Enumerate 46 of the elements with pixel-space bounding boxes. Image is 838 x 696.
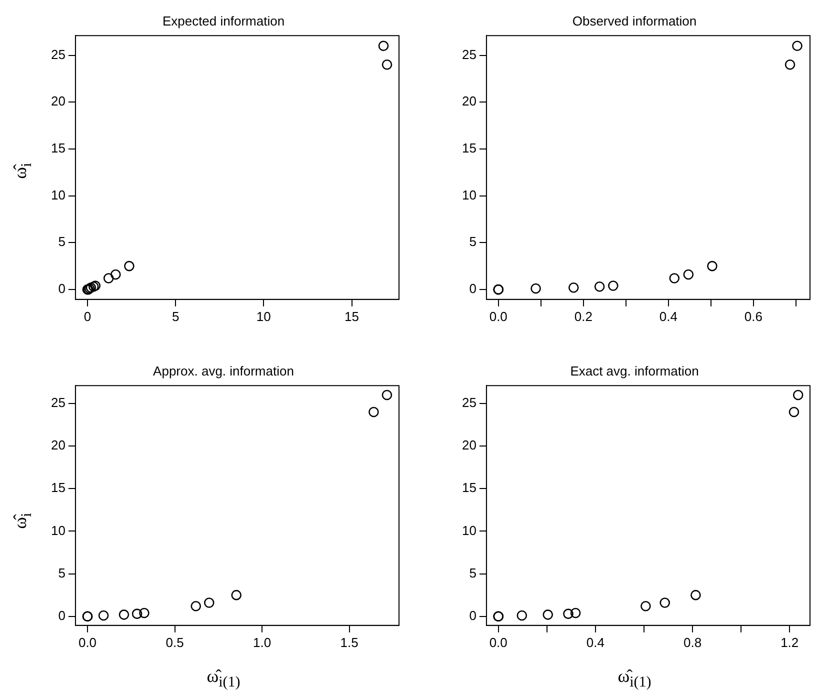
y-tick-label: 0	[469, 281, 476, 296]
x-tick-label: 0.2	[574, 308, 592, 324]
x-tick-label: 5	[172, 308, 180, 324]
y-tick-label: 0	[469, 608, 476, 623]
x-tick-label: 0.0	[489, 308, 508, 324]
y-tick-label: 25	[50, 395, 66, 410]
chart-title: Expected information	[162, 13, 285, 28]
y-tick-label: 0	[58, 608, 66, 623]
y-tick-label: 25	[462, 46, 476, 62]
y-tick-label: 5	[469, 234, 476, 250]
x-tick-label: 1.5	[340, 634, 358, 650]
x-tick-label: 15	[344, 308, 360, 324]
y-tick-label: 5	[58, 565, 66, 580]
y-tick-label: 20	[50, 94, 66, 109]
x-tick-label: 0.8	[683, 634, 702, 650]
x-tick-label: 0.6	[744, 308, 762, 324]
x-tick-label: 0.5	[166, 634, 184, 650]
y-tick-label: 25	[462, 395, 476, 410]
y-tick-label: 10	[462, 522, 476, 538]
y-tick-label: 20	[462, 438, 476, 453]
y-tick-label: 15	[462, 480, 476, 496]
y-tick-label: 15	[462, 140, 476, 156]
y-tick-label: 20	[50, 438, 66, 453]
x-tick-label: 0.4	[659, 308, 678, 324]
x-tick-label: 0.0	[489, 634, 508, 650]
chart-title: Observed information	[572, 13, 697, 28]
x-tick-label: 1.0	[252, 634, 272, 650]
y-tick-label: 5	[469, 565, 476, 580]
y-tick-label: 10	[50, 522, 66, 538]
chart-title: Exact avg. information	[570, 363, 699, 378]
y-tick-label: 5	[58, 234, 66, 250]
y-tick-label: 10	[462, 187, 476, 202]
x-tick-label: 1.2	[780, 634, 799, 650]
y-tick-label: 15	[50, 140, 66, 156]
y-tick-label: 0	[58, 281, 66, 296]
chart-title: Approx. avg. information	[153, 363, 294, 378]
x-tick-label: 0.4	[586, 634, 604, 650]
x-tick-label: 10	[256, 308, 271, 324]
x-tick-label: 0	[84, 308, 92, 324]
y-tick-label: 15	[50, 480, 66, 496]
y-tick-label: 20	[462, 94, 476, 109]
x-tick-label: 0.0	[78, 634, 97, 650]
y-tick-label: 25	[50, 46, 66, 62]
x-axis-title: ω̂$_{i(1)}$	[616, 666, 652, 692]
x-axis-title: ω̂$_{i(1)}$	[206, 666, 242, 692]
y-tick-label: 10	[50, 187, 66, 202]
